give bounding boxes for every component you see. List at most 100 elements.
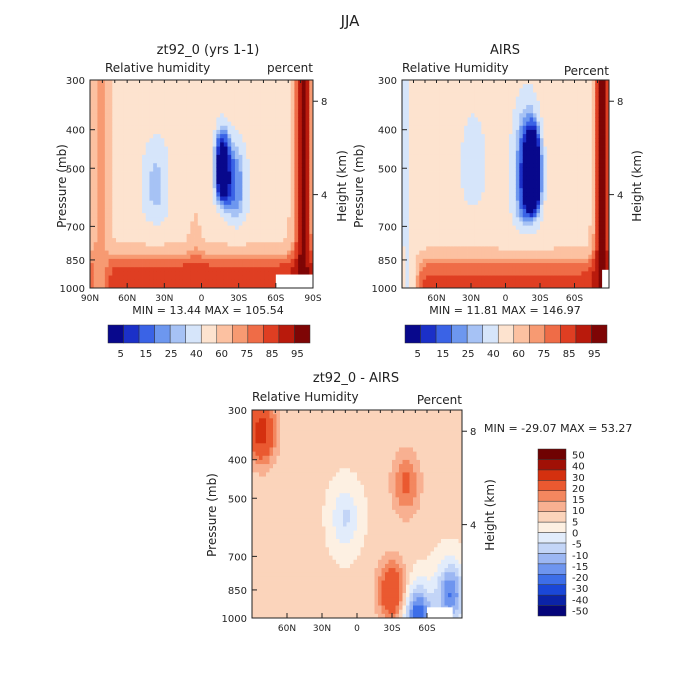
- heatmap-cell: [477, 167, 482, 172]
- heatmap-cell: [249, 267, 254, 272]
- heatmap-cell: [422, 258, 427, 264]
- heatmap-cell: [186, 217, 191, 222]
- heatmap-cell: [253, 163, 258, 168]
- heatmap-cell: [220, 246, 225, 251]
- heatmap-cell: [436, 88, 441, 93]
- heatmap-cell: [123, 146, 128, 152]
- heatmap-cell: [190, 146, 195, 152]
- heatmap-cell: [171, 225, 176, 231]
- heatmap-cell: [90, 238, 95, 243]
- heatmap-cell: [402, 238, 406, 243]
- heatmap-cell: [201, 238, 206, 243]
- heatmap-cell: [433, 159, 437, 164]
- heatmap-cell: [464, 113, 468, 118]
- heatmap-cell: [112, 175, 117, 181]
- heatmap-cell: [201, 84, 206, 89]
- heatmap-cell: [242, 225, 247, 231]
- heatmap-cell: [90, 154, 95, 160]
- heatmap-cell: [212, 167, 217, 172]
- heatmap-cell: [453, 84, 458, 89]
- heatmap-cell: [179, 100, 184, 106]
- heatmap-cell: [179, 142, 184, 147]
- heatmap-cell: [268, 217, 273, 222]
- heatmap-cell: [471, 125, 475, 131]
- heatmap-cell: [138, 121, 143, 127]
- heatmap-cell: [168, 221, 173, 226]
- heatmap-cell: [108, 267, 113, 272]
- heatmap-cell: [123, 125, 128, 131]
- heatmap-cell: [453, 283, 458, 289]
- heatmap-cell: [156, 238, 162, 243]
- heatmap-cell: [231, 283, 236, 289]
- heatmap-cell: [433, 246, 437, 251]
- heatmap-cell: [197, 80, 202, 85]
- heatmap-cell: [260, 258, 266, 264]
- heatmap-cell: [201, 192, 206, 197]
- heatmap-cell: [160, 109, 165, 114]
- heatmap-cell: [477, 179, 482, 185]
- heatmap-cell: [268, 192, 273, 197]
- heatmap-cell: [234, 188, 240, 193]
- heatmap-cell: [201, 204, 206, 210]
- heatmap-cell: [522, 246, 527, 251]
- heatmap-cell: [123, 188, 128, 193]
- heatmap-cell: [491, 109, 496, 114]
- heatmap-cell: [491, 92, 496, 98]
- heatmap-cell: [145, 96, 150, 102]
- heatmap-cell: [290, 121, 295, 127]
- heatmap-cell: [93, 150, 98, 156]
- heatmap-cell: [164, 117, 169, 122]
- heatmap-cell: [234, 104, 240, 110]
- heatmap-cell: [164, 204, 169, 210]
- heatmap-cell: [301, 80, 306, 85]
- heatmap-cell: [515, 275, 520, 281]
- heatmap-cell: [257, 196, 262, 202]
- heatmap-cell: [474, 188, 479, 193]
- heatmap-cell: [194, 175, 199, 181]
- heatmap-cell: [422, 92, 427, 98]
- heatmap-cell: [422, 179, 427, 185]
- heatmap-cell: [138, 279, 143, 285]
- heatmap-cell: [90, 275, 95, 281]
- heatmap-cell: [234, 229, 240, 235]
- heatmap-cell: [467, 167, 472, 172]
- heatmap-cell: [477, 250, 482, 256]
- heatmap-cell: [467, 146, 472, 152]
- heatmap-cell: [519, 221, 524, 226]
- heatmap-cell: [134, 196, 139, 202]
- heatmap-cell: [119, 271, 124, 276]
- heatmap-cell: [186, 163, 191, 168]
- heatmap-cell: [515, 225, 520, 231]
- heatmap-cell: [246, 254, 251, 260]
- heatmap-cell: [160, 150, 165, 156]
- heatmap-cell: [227, 258, 232, 264]
- heatmap-cell: [481, 134, 486, 139]
- heatmap-cell: [443, 267, 448, 272]
- heatmap-cell: [474, 179, 479, 185]
- heatmap-cell: [439, 225, 444, 231]
- heatmap-cell: [512, 279, 517, 285]
- heatmap-cell: [246, 229, 251, 235]
- heatmap-cell: [264, 263, 269, 268]
- heatmap-cell: [127, 233, 132, 239]
- heatmap-cell: [488, 271, 493, 276]
- heatmap-cell: [138, 138, 143, 143]
- heatmap-cell: [116, 88, 121, 93]
- heatmap-cell: [453, 100, 458, 106]
- heatmap-cell: [108, 142, 113, 147]
- heatmap-cell: [130, 196, 135, 202]
- heatmap-cell: [212, 184, 217, 189]
- heatmap-cell: [97, 125, 102, 131]
- heatmap-cell: [264, 104, 269, 110]
- heatmap-cell: [279, 221, 284, 226]
- heatmap-cell: [495, 233, 499, 239]
- heatmap-cell: [201, 96, 206, 102]
- heatmap-cell: [108, 154, 113, 160]
- heatmap-cell: [415, 271, 420, 276]
- heatmap-cell: [488, 275, 493, 281]
- heatmap-cell: [101, 171, 106, 177]
- heatmap-cell: [526, 279, 531, 285]
- heatmap-cell: [264, 138, 269, 143]
- heatmap-cell: [457, 213, 462, 218]
- heatmap-cell: [108, 225, 113, 231]
